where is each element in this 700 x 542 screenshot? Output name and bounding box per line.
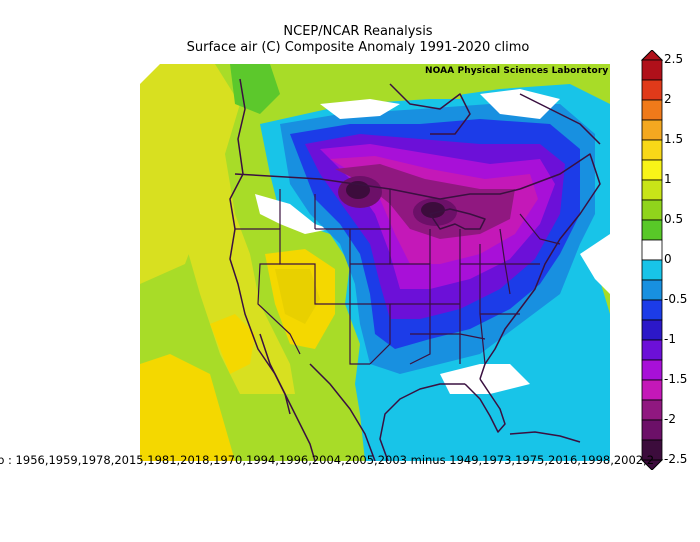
zero-band-florida bbox=[440, 364, 530, 394]
title-line-1: NCEP/NCAR Reanalysis bbox=[283, 24, 433, 39]
baja bbox=[259, 333, 291, 415]
colorbar-swatch bbox=[641, 319, 663, 341]
arctic-white-2 bbox=[320, 99, 400, 119]
colorbar-top-arrow bbox=[640, 50, 664, 61]
great-lakes bbox=[429, 208, 486, 230]
alaska-green bbox=[230, 64, 280, 114]
colorbar-tick-label: -0.5 bbox=[664, 292, 688, 306]
state-lines bbox=[235, 189, 561, 365]
colorbar-swatch bbox=[641, 339, 663, 361]
title-line-2: Surface air (C) Composite Anomaly 1991-2… bbox=[186, 40, 530, 55]
southwest-warm-2 bbox=[210, 314, 255, 374]
colorbar-swatch bbox=[641, 139, 663, 161]
colorbar-swatch bbox=[641, 199, 663, 221]
colorbar-tick-label: -2.5 bbox=[664, 452, 688, 466]
florida bbox=[464, 378, 506, 433]
colorbar-swatch bbox=[641, 59, 663, 81]
colorbar-swatch bbox=[641, 119, 663, 141]
colorbar-swatch bbox=[641, 379, 663, 401]
colorbar-swatch bbox=[641, 219, 663, 241]
gulf-coast bbox=[379, 383, 465, 461]
colorbar-tick-label: 0 bbox=[664, 252, 672, 266]
colorbar-tick-label: 1 bbox=[664, 172, 672, 186]
colorbar-swatch bbox=[641, 159, 663, 181]
credit-label: NOAA Physical Sciences Laboratory bbox=[425, 66, 609, 76]
cold-core-lakes-inner bbox=[421, 202, 445, 218]
southwest-warm bbox=[140, 354, 235, 461]
colorbar-swatch bbox=[641, 239, 663, 261]
colorbar-swatch bbox=[641, 359, 663, 381]
colorbar-swatch bbox=[641, 79, 663, 101]
colorbar-swatch bbox=[641, 419, 663, 441]
colorbar-swatch bbox=[641, 99, 663, 121]
canada-us-border bbox=[234, 173, 521, 200]
colorbar bbox=[640, 50, 664, 470]
west-coast bbox=[229, 78, 316, 461]
arctic-white bbox=[480, 89, 560, 119]
colorbar-tick-label: -2 bbox=[664, 412, 676, 426]
cuba bbox=[509, 431, 581, 443]
east-coast bbox=[479, 153, 601, 380]
colorbar-swatch bbox=[641, 259, 663, 281]
colorbar-swatch bbox=[641, 179, 663, 201]
boundaries bbox=[229, 78, 601, 461]
colorbar-tick-label: 2 bbox=[664, 92, 672, 106]
anomaly-map bbox=[140, 64, 610, 461]
labrador bbox=[519, 93, 601, 145]
colorbar-tick-label: -1 bbox=[664, 332, 676, 346]
mexico-coast bbox=[309, 363, 376, 461]
colorbar-swatch bbox=[641, 399, 663, 421]
zero-band-west bbox=[255, 194, 330, 234]
colorbar-tick-label: 2.5 bbox=[664, 52, 684, 66]
colorbar-tick-label: -1.5 bbox=[664, 372, 688, 386]
colorbar-tick-label: 1.5 bbox=[664, 132, 684, 146]
composite-years-footer: eb : 1956,1959,1978,2015,1981,2018,1970,… bbox=[0, 453, 655, 467]
desert-hot bbox=[275, 269, 320, 324]
pacific-left-yellow bbox=[140, 64, 215, 284]
colorbar-swatch bbox=[641, 279, 663, 301]
hudson-bay bbox=[389, 83, 471, 135]
colorbar-bottom-arrow bbox=[640, 459, 664, 470]
arctic-green bbox=[410, 79, 470, 99]
map-clip-topleft bbox=[140, 64, 160, 84]
colorbar-tick-label: 0.5 bbox=[664, 212, 684, 226]
colorbar-swatch bbox=[641, 299, 663, 321]
zero-band-east bbox=[580, 234, 610, 294]
